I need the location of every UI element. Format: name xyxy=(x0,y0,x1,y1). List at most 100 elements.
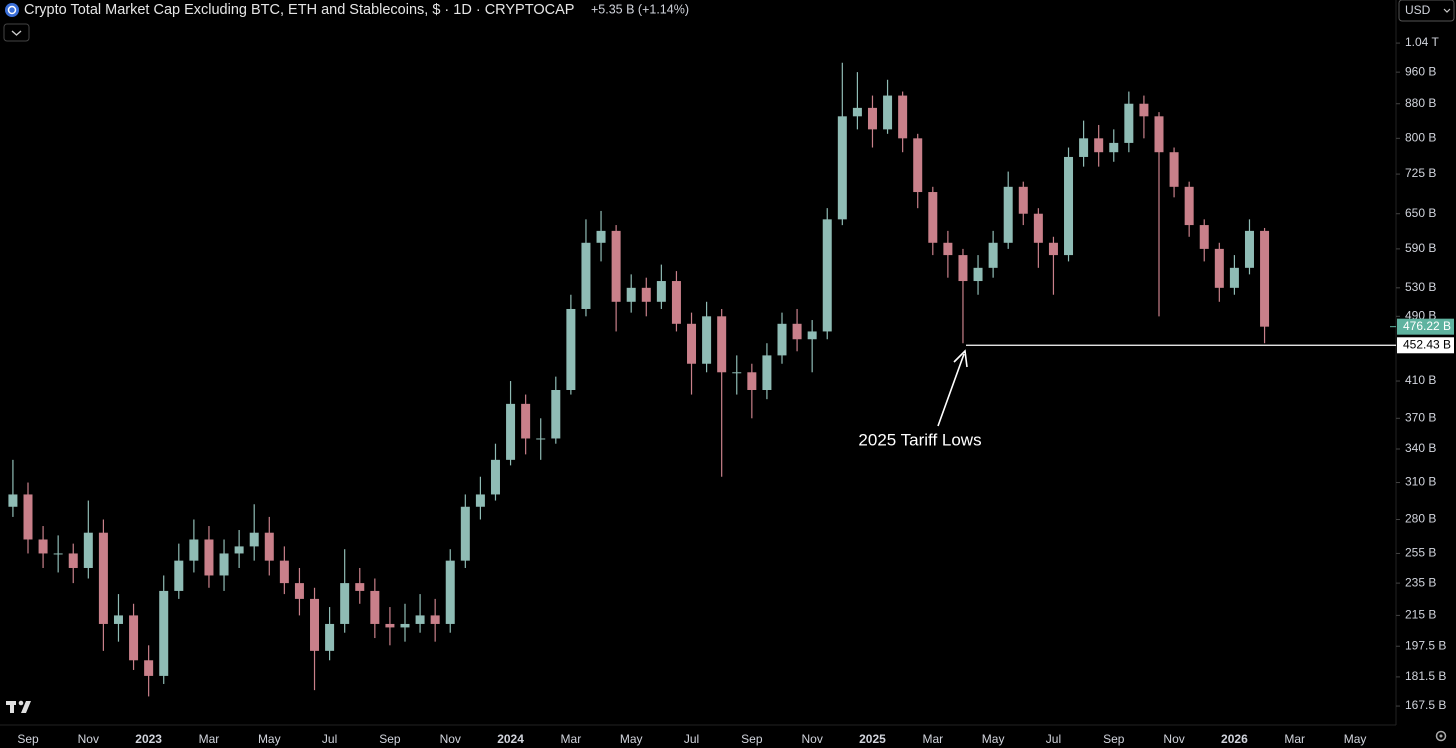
candle-body xyxy=(611,230,621,302)
last-price-label: 476.22 B xyxy=(1403,319,1451,333)
candle-body xyxy=(1154,116,1164,153)
candle-body xyxy=(641,287,651,302)
x-tick-label: Sep xyxy=(17,732,39,746)
candle-body xyxy=(913,138,923,193)
candle-body xyxy=(219,553,229,576)
candle-body xyxy=(822,219,832,332)
y-tick-label: 1.04 T xyxy=(1405,35,1439,49)
currency-label: USD xyxy=(1405,3,1431,17)
candle-body xyxy=(370,590,380,624)
candle-body xyxy=(430,615,440,624)
candle-body xyxy=(8,494,18,507)
candle-body xyxy=(1079,138,1089,157)
candle-body xyxy=(38,539,48,554)
candle-body xyxy=(264,532,274,561)
candle-body xyxy=(792,323,802,340)
y-tick-label: 197.5 B xyxy=(1405,638,1446,652)
candle-body xyxy=(687,323,697,364)
y-tick-label: 880 B xyxy=(1405,96,1436,110)
candle-body xyxy=(23,494,33,540)
y-tick-label: 370 B xyxy=(1405,410,1436,424)
y-tick-label: 530 B xyxy=(1405,280,1436,294)
candle-body xyxy=(626,287,636,302)
candle-body xyxy=(867,107,877,130)
candle-body xyxy=(702,316,712,364)
candle-body xyxy=(1124,103,1134,143)
y-tick-label: 280 B xyxy=(1405,512,1436,526)
y-tick-label: 410 B xyxy=(1405,373,1436,387)
candle-body xyxy=(1018,186,1028,214)
candle-body xyxy=(325,623,335,651)
x-tick-label: Jul xyxy=(322,732,337,746)
candle-body xyxy=(310,598,320,651)
candle-body xyxy=(98,532,108,624)
candle-body xyxy=(747,372,757,390)
candle-body xyxy=(837,116,847,220)
y-tick-label: 215 B xyxy=(1405,608,1436,622)
y-tick-label: 235 B xyxy=(1405,575,1436,589)
x-tick-label: 2024 xyxy=(497,732,524,746)
x-tick-label: 2025 xyxy=(859,732,886,746)
candle-body xyxy=(807,331,817,340)
candle-body xyxy=(1229,267,1239,288)
candle-body xyxy=(159,590,169,676)
candle-body xyxy=(943,242,953,256)
candle-body xyxy=(521,403,531,439)
x-tick-label: May xyxy=(620,732,643,746)
candle-body xyxy=(1003,186,1013,243)
candle-body xyxy=(1048,242,1058,256)
x-tick-label: May xyxy=(258,732,281,746)
candle-body xyxy=(460,506,470,561)
candle-body xyxy=(1139,103,1149,117)
collapse-button[interactable] xyxy=(3,23,30,42)
symbol-icon-mark xyxy=(7,5,17,15)
x-tick-label: Mar xyxy=(922,732,943,746)
support-label: 452.43 B xyxy=(1403,337,1451,351)
currency-caret xyxy=(1443,8,1451,13)
candle-body xyxy=(340,583,350,624)
candle-body xyxy=(475,494,485,507)
candle-body xyxy=(1064,156,1074,256)
settings-icon[interactable] xyxy=(1435,730,1447,742)
settings-icon-center xyxy=(1439,734,1443,738)
candle-body xyxy=(566,308,576,390)
x-tick-label: Mar xyxy=(1284,732,1305,746)
annotation-arrowhead xyxy=(953,349,968,368)
x-tick-label: Jul xyxy=(684,732,699,746)
candle-body xyxy=(717,316,727,373)
candle-body xyxy=(400,623,410,628)
symbol-icon xyxy=(5,3,19,17)
y-tick-label: 310 B xyxy=(1405,475,1436,489)
candle-body xyxy=(129,615,139,661)
x-tick-label: May xyxy=(1344,732,1367,746)
y-tick-label: 255 B xyxy=(1405,546,1436,560)
candle-body xyxy=(852,107,862,117)
candle-body xyxy=(490,459,500,495)
collapse-icon xyxy=(11,30,22,36)
candle-body xyxy=(83,532,93,568)
candle-body xyxy=(732,372,742,374)
candle-body xyxy=(294,583,304,599)
x-tick-label: Mar xyxy=(561,732,582,746)
change-label: +5.35 B (+1.14%) xyxy=(591,2,689,16)
x-tick-label: Sep xyxy=(741,732,763,746)
candle-body xyxy=(1199,225,1209,249)
candle-body xyxy=(898,95,908,139)
candle-body xyxy=(581,242,591,309)
x-tick-label: Mar xyxy=(199,732,220,746)
candle-body xyxy=(883,95,893,130)
y-tick-label: 167.5 B xyxy=(1405,698,1446,712)
candle-body xyxy=(928,192,938,243)
y-tick-label: 181.5 B xyxy=(1405,669,1446,683)
candle-body xyxy=(1094,138,1104,153)
y-tick-label: 800 B xyxy=(1405,131,1436,145)
candle-body xyxy=(1033,213,1043,243)
x-tick-label: 2026 xyxy=(1221,732,1248,746)
x-tick-label: May xyxy=(982,732,1005,746)
x-tick-label: Nov xyxy=(440,732,461,746)
chart-title: Crypto Total Market Cap Excluding BTC, E… xyxy=(24,2,574,18)
y-tick-label: 725 B xyxy=(1405,166,1436,180)
currency-button[interactable] xyxy=(1398,0,1455,22)
candle-body xyxy=(1109,142,1119,153)
